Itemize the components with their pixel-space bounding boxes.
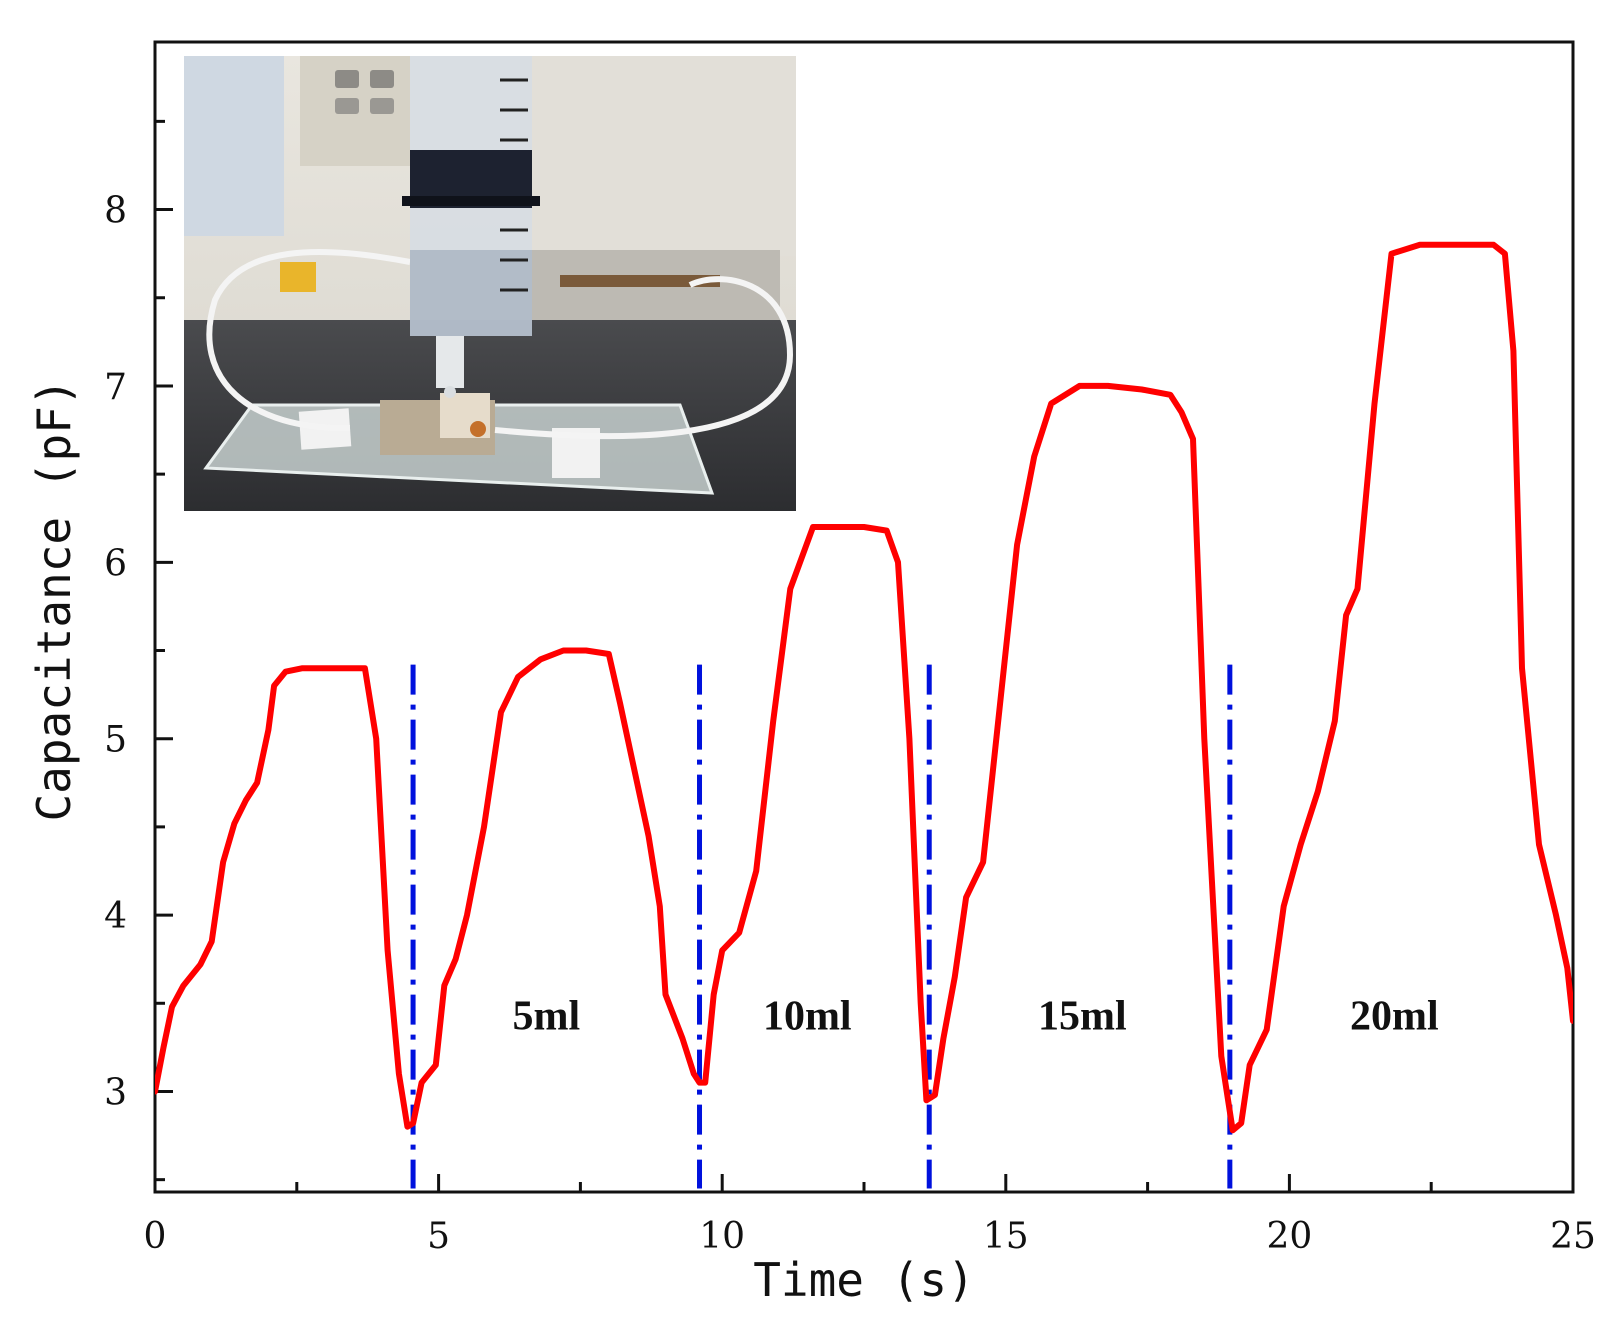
y-tick-label: 4 [104,896,127,937]
axis-tick-labels: 0 5 10 15 20 25 3 4 5 6 7 8 [104,191,1596,1257]
x-tick-label: 15 [983,1216,1029,1257]
series-line [155,241,1573,1134]
x-tick-label: 25 [1550,1216,1596,1257]
y-tick-label: 5 [104,720,127,761]
volume-label: 15ml [1038,994,1127,1040]
divider-lines [410,664,1233,1189]
y-tick-label: 8 [104,191,127,232]
axis-ticks [153,119,1575,1192]
y-tick-label: 7 [104,367,127,408]
capacitance-series [155,241,1573,1134]
volume-label: 10ml [763,994,852,1040]
x-tick-label: 20 [1266,1216,1312,1257]
x-axis-title: Time (s) [753,1253,975,1307]
volume-label: 20ml [1350,994,1439,1040]
y-axis-title: Capacitance (pF) [27,378,81,821]
inset-photo [184,56,796,511]
x-tick-label: 5 [427,1216,450,1257]
volume-annotations: 5ml 10ml 15ml 20ml [513,994,1439,1040]
y-tick-label: 3 [104,1072,127,1113]
x-tick-label: 0 [144,1216,167,1257]
y-tick-label: 6 [104,543,127,584]
x-tick-label: 10 [699,1216,745,1257]
volume-label: 5ml [513,994,581,1040]
